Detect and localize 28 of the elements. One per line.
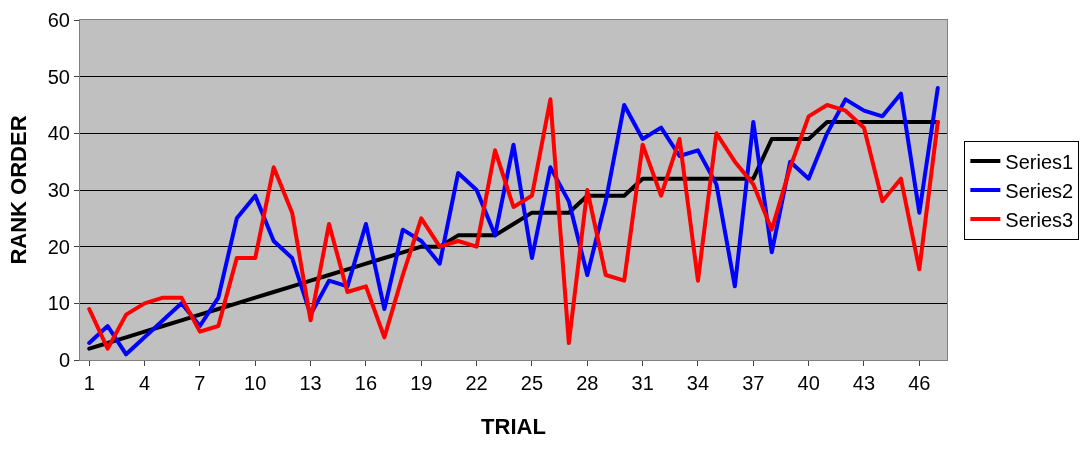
x-tick-label: 7 [194, 372, 206, 394]
x-tick-label: 13 [299, 372, 322, 394]
y-tick-label: 0 [58, 349, 70, 371]
x-tick-label: 10 [244, 372, 267, 394]
x-tick-label: 1 [83, 372, 95, 394]
y-tick-label: 40 [47, 122, 70, 145]
x-tick-label: 40 [797, 372, 820, 394]
x-tick-label: 25 [520, 372, 544, 394]
x-tick-label: 4 [139, 372, 151, 394]
x-tick-label: 34 [686, 372, 710, 394]
y-tick-label: 60 [47, 9, 70, 31]
x-tick-label: 37 [742, 372, 765, 394]
legend-label: Series2 [1005, 179, 1074, 202]
x-tick-label: 16 [354, 372, 378, 394]
legend-label: Series3 [1005, 208, 1074, 231]
y-tick-label: 30 [47, 179, 70, 201]
x-tick-label: 46 [908, 372, 931, 394]
y-tick-label: 20 [47, 235, 70, 258]
y-axis-title: RANK ORDER [5, 115, 31, 265]
x-tick-label: 22 [465, 372, 488, 394]
x-tick-label: 43 [852, 372, 876, 394]
x-tick-label: 19 [410, 372, 433, 394]
y-tick-label: 50 [47, 65, 70, 88]
x-tick-label: 28 [576, 372, 599, 394]
legend-label: Series1 [1005, 150, 1074, 173]
x-tick-label: 31 [631, 372, 654, 394]
x-axis-title: TRIAL [481, 413, 546, 439]
y-tick-label: 10 [47, 292, 70, 315]
